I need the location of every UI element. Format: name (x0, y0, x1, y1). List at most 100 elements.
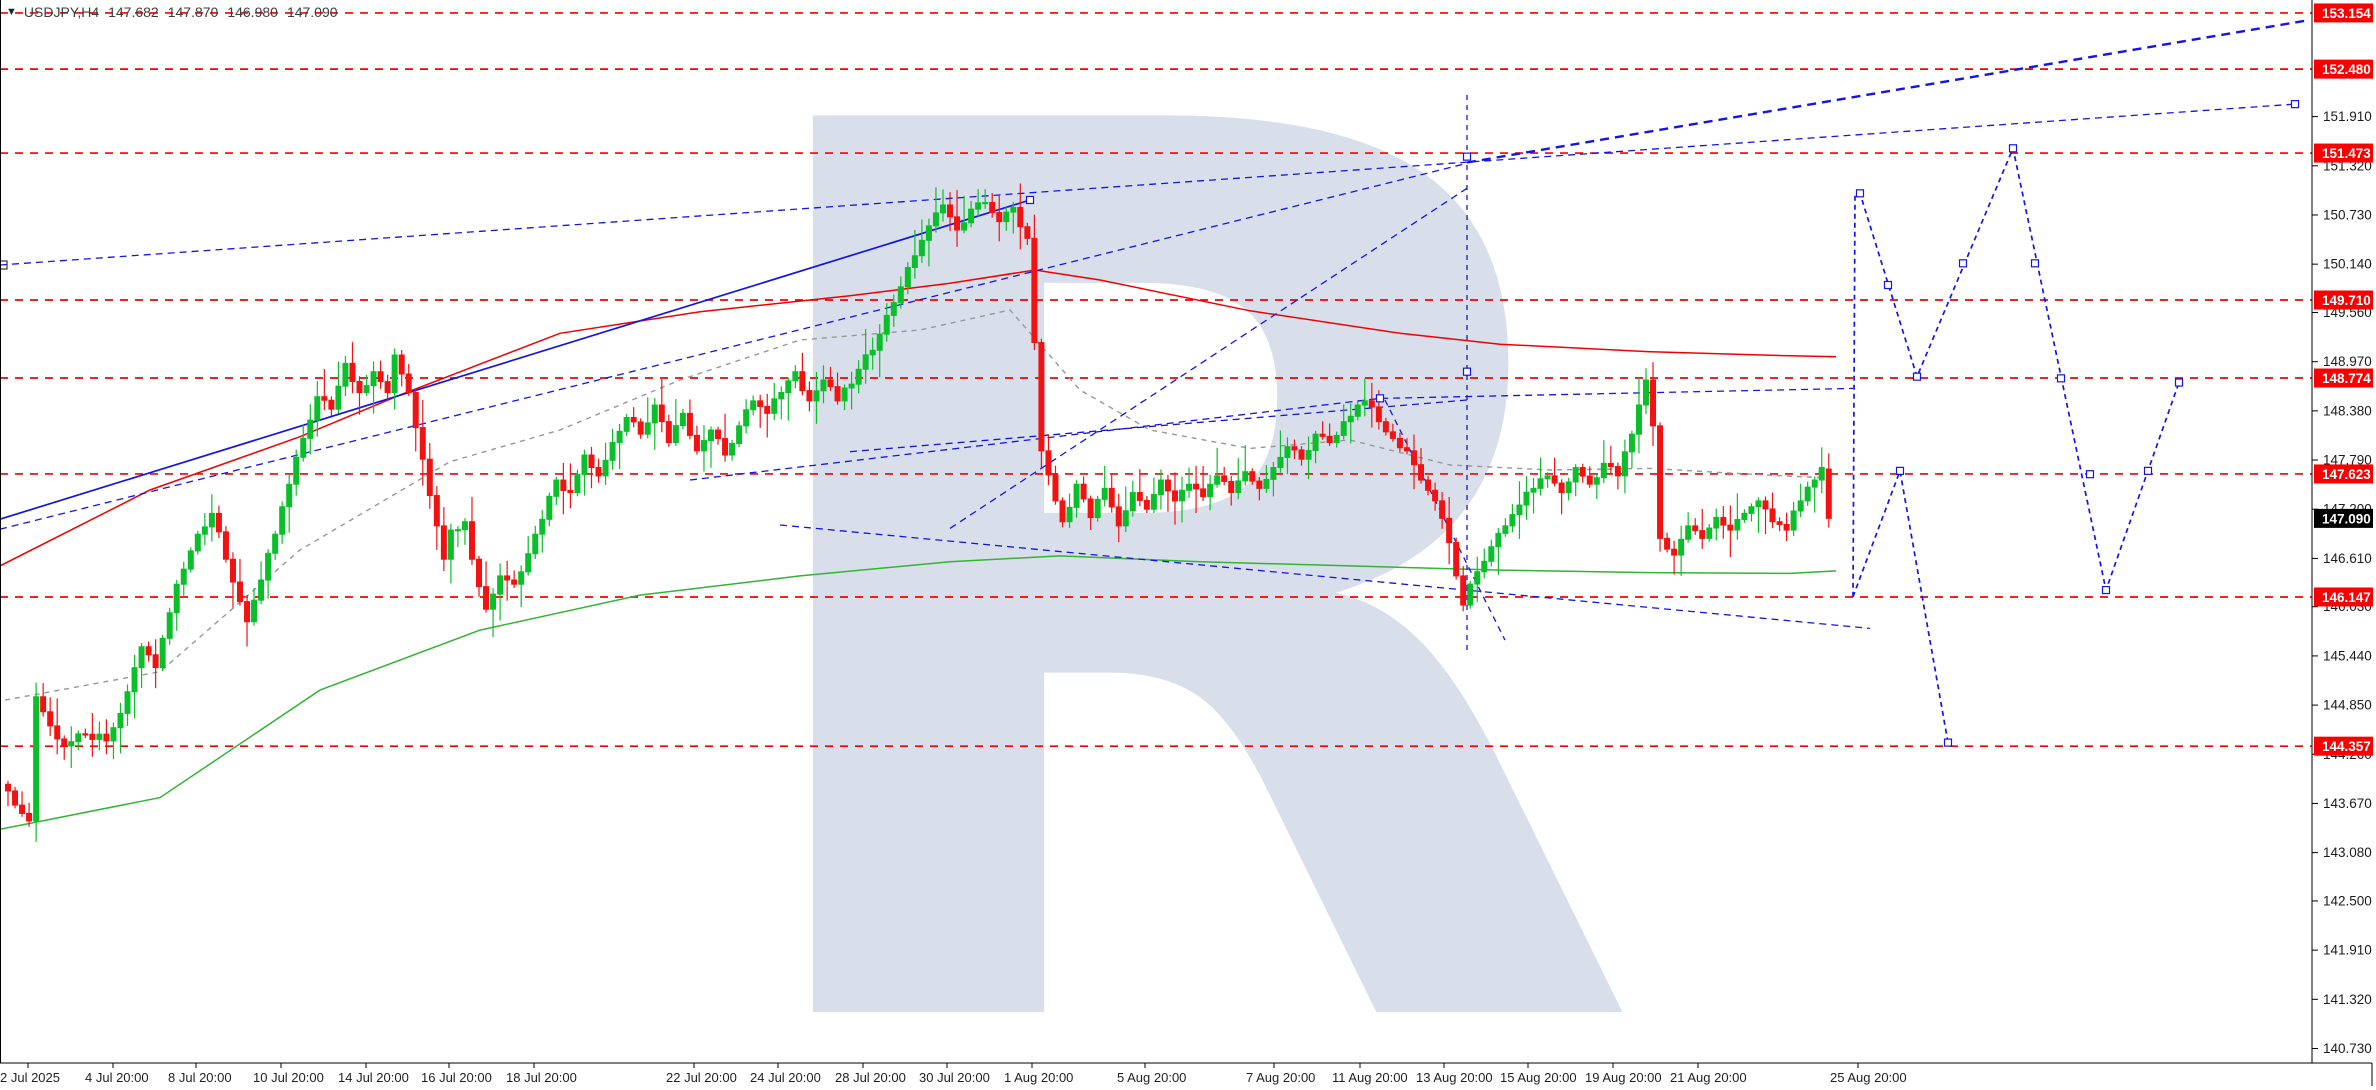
red-ma-line (0, 269, 1837, 567)
candle-bull (300, 437, 307, 458)
price-axis-panel[interactable] (2313, 0, 2376, 1090)
trendline-handle-marker[interactable] (1912, 372, 1922, 381)
candle-bull (497, 575, 504, 595)
candle-bear (1059, 500, 1066, 523)
candle-bull (187, 550, 194, 570)
candle-bull (609, 442, 616, 461)
time-axis-label[interactable]: 19 Aug 20:00 (1585, 1070, 1662, 1085)
time-axis-label[interactable]: 21 Aug 20:00 (1670, 1070, 1747, 1085)
candle-bear (384, 381, 391, 394)
candle-bear (1657, 425, 1664, 539)
symbol-dropdown-icon[interactable]: ▼ (6, 6, 17, 18)
candle-bear (1453, 542, 1460, 577)
candle-bear (1446, 517, 1453, 544)
trendline-handle-marker[interactable] (2101, 585, 2111, 595)
time-axis-label[interactable]: 13 Aug 20:00 (1416, 1070, 1493, 1085)
candle-bull (778, 392, 785, 400)
time-axis-label[interactable]: 18 Jul 20:00 (506, 1070, 577, 1085)
trendline-handle-marker[interactable] (2085, 470, 2095, 479)
candle-bear (1411, 450, 1417, 466)
level-price-label (2314, 736, 2373, 756)
candle-bear (1319, 433, 1326, 437)
candle-bear (1038, 342, 1045, 452)
time-axis-label[interactable]: 16 Jul 20:00 (421, 1070, 492, 1085)
time-axis-label[interactable]: 7 Aug 20:00 (1246, 1070, 1315, 1085)
trendline-handle-marker[interactable] (2056, 374, 2066, 383)
candle-bull (616, 430, 623, 444)
time-axis-label[interactable]: 24 Jul 20:00 (750, 1070, 821, 1085)
candle-bull (932, 212, 939, 227)
candle-bull (110, 727, 117, 742)
candle-bear (1551, 475, 1558, 484)
trendline-handle-marker[interactable] (2143, 466, 2153, 475)
candle-bull (1284, 446, 1291, 458)
candle-bear (19, 804, 26, 814)
candle-bear (722, 438, 729, 456)
time-axis-label[interactable]: 4 Jul 20:00 (85, 1070, 149, 1085)
candle-bull (1207, 483, 1214, 498)
time-axis-label[interactable]: 14 Jul 20:00 (338, 1070, 409, 1085)
candle-bull (968, 208, 975, 224)
level-price-label (2314, 143, 2373, 163)
candle-bull (194, 533, 201, 552)
candle-bull (672, 425, 679, 444)
candle-bull (138, 646, 145, 669)
time-axis-label[interactable]: 1 Aug 20:00 (1004, 1070, 1073, 1085)
trendline-handle-marker[interactable] (1462, 152, 1472, 161)
candle-bull (820, 379, 827, 392)
candle-bear (1108, 487, 1115, 508)
candle-bull (1804, 486, 1811, 502)
trendline-handle-marker[interactable] (1375, 394, 1385, 403)
candle-bull (581, 454, 588, 475)
candle-bear (693, 434, 700, 452)
trendline-handle-marker[interactable] (2290, 100, 2300, 109)
candle-bear (328, 399, 335, 410)
trendline-handle-marker[interactable] (1958, 259, 1968, 268)
candle-bull (363, 385, 370, 394)
trendline-handle-marker[interactable] (1883, 280, 1893, 290)
candle-bull (904, 266, 911, 288)
trendline-handle-marker[interactable] (1943, 738, 1953, 747)
candle-bear (47, 711, 54, 727)
time-axis-label[interactable]: 28 Jul 20:00 (835, 1070, 906, 1085)
candle-bull (1101, 487, 1108, 500)
candle-bull (1263, 478, 1270, 489)
candle-bear (1045, 450, 1052, 476)
candle-bear (947, 204, 954, 218)
candle-bull (553, 479, 560, 497)
candle-bear (1432, 489, 1439, 502)
candle-bear (595, 466, 602, 477)
time-axis-label[interactable]: 2 Jul 2025 (0, 1070, 60, 1085)
candle-bear (1699, 530, 1706, 539)
trendline-handle-marker[interactable] (1025, 195, 1035, 205)
candle-bull (314, 396, 321, 421)
candle-bull (265, 552, 272, 581)
trendline-handle-marker[interactable] (2030, 259, 2040, 268)
time-axis-label[interactable]: 8 Jul 20:00 (168, 1070, 232, 1085)
trendline-handle-marker[interactable] (1895, 466, 1905, 475)
trendline-handle-marker[interactable] (0, 260, 8, 270)
trendline-handle-marker[interactable] (2174, 378, 2184, 387)
trendline-handle-marker[interactable] (1855, 189, 1865, 198)
candle-bear (1024, 226, 1031, 239)
ohlc-low-value: 146.980 (227, 4, 278, 20)
candle-bull (1593, 477, 1600, 485)
candle-bull (700, 440, 707, 452)
time-axis-label[interactable]: 5 Aug 20:00 (1117, 1070, 1186, 1085)
time-axis-label[interactable]: 15 Aug 20:00 (1500, 1070, 1577, 1085)
trendline-handle-marker[interactable] (1462, 367, 1472, 376)
trendline-handle-marker[interactable] (2008, 144, 2018, 153)
time-axis-label[interactable]: 25 Aug 20:00 (1830, 1070, 1907, 1085)
candle-bear (1727, 524, 1734, 531)
time-axis-label[interactable]: 30 Jul 20:00 (919, 1070, 990, 1085)
time-axis-label[interactable]: 10 Jul 20:00 (253, 1070, 324, 1085)
candle-bull (1361, 400, 1368, 406)
time-axis-label[interactable]: 22 Jul 20:00 (666, 1070, 737, 1085)
candle-bear (398, 354, 405, 375)
candle-bull (1642, 379, 1649, 406)
candle-bull (869, 349, 876, 356)
candle-bull (1066, 506, 1073, 523)
candle-bear (1720, 517, 1727, 526)
time-axis-label[interactable]: 11 Aug 20:00 (1332, 1070, 1408, 1085)
